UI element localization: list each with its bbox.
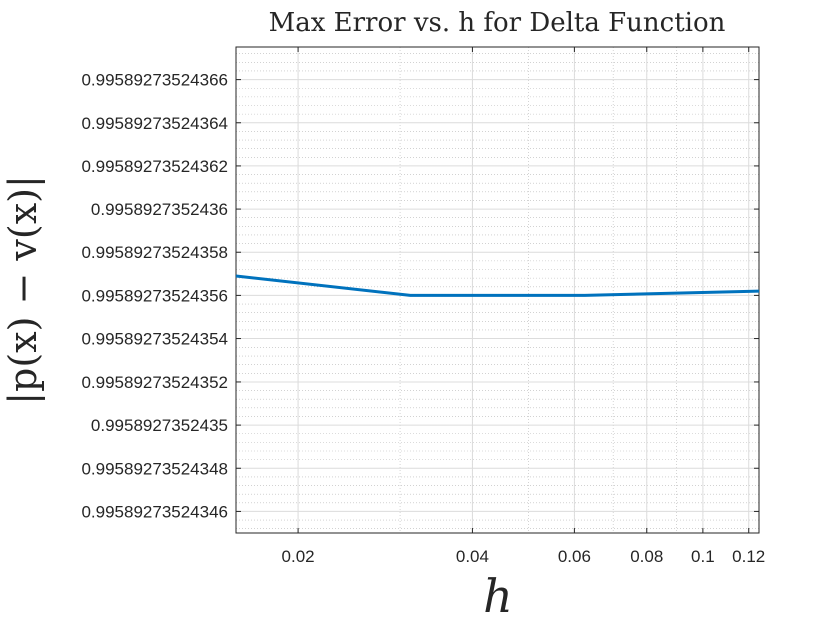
y-tick-labels: 0.99589273524346 0.99589273524348 0.995892…: [81, 71, 228, 522]
y-tick-label: 0.99589273524352: [81, 373, 228, 392]
series-line-0: [235, 274, 760, 297]
y-tick-label: 0.99589273524356: [81, 286, 228, 305]
y-tick-label: 0.99589273524362: [81, 157, 228, 176]
x-tick-label: 0.02: [282, 547, 315, 566]
y-tick-label: 0.99589273524358: [81, 243, 228, 262]
x-tick-label: 0.04: [456, 547, 489, 566]
y-tick-label: 0.9958927352435: [91, 416, 228, 435]
y-tick-label: 0.99589273524354: [81, 330, 228, 349]
chart-title: Max Error vs. h for Delta Function: [269, 8, 726, 38]
x-tick-label: 0.08: [630, 547, 663, 566]
x-tick-label: 0.12: [732, 547, 765, 566]
plot-area: [235, 46, 760, 534]
y-tick-label: 0.99589273524348: [81, 459, 228, 478]
x-axis-label: h: [483, 569, 513, 623]
y-tick-label: 0.99589273524346: [81, 502, 228, 521]
y-axis-label: |p(x) − v(x)|: [1, 175, 45, 405]
y-tick-label: 0.99589273524366: [81, 71, 228, 90]
major-grid: [236, 47, 759, 533]
axis-ticks: [236, 47, 759, 533]
x-tick-labels: 0.02 0.04 0.06 0.08 0.1 0.12: [282, 547, 766, 566]
minor-grid: [236, 47, 759, 533]
y-tick-label: 0.99589273524364: [81, 114, 228, 133]
x-tick-label: 0.06: [558, 547, 591, 566]
series-layer: [235, 274, 760, 297]
x-tick-label: 0.1: [691, 547, 715, 566]
y-tick-label: 0.9958927352436: [91, 200, 228, 219]
